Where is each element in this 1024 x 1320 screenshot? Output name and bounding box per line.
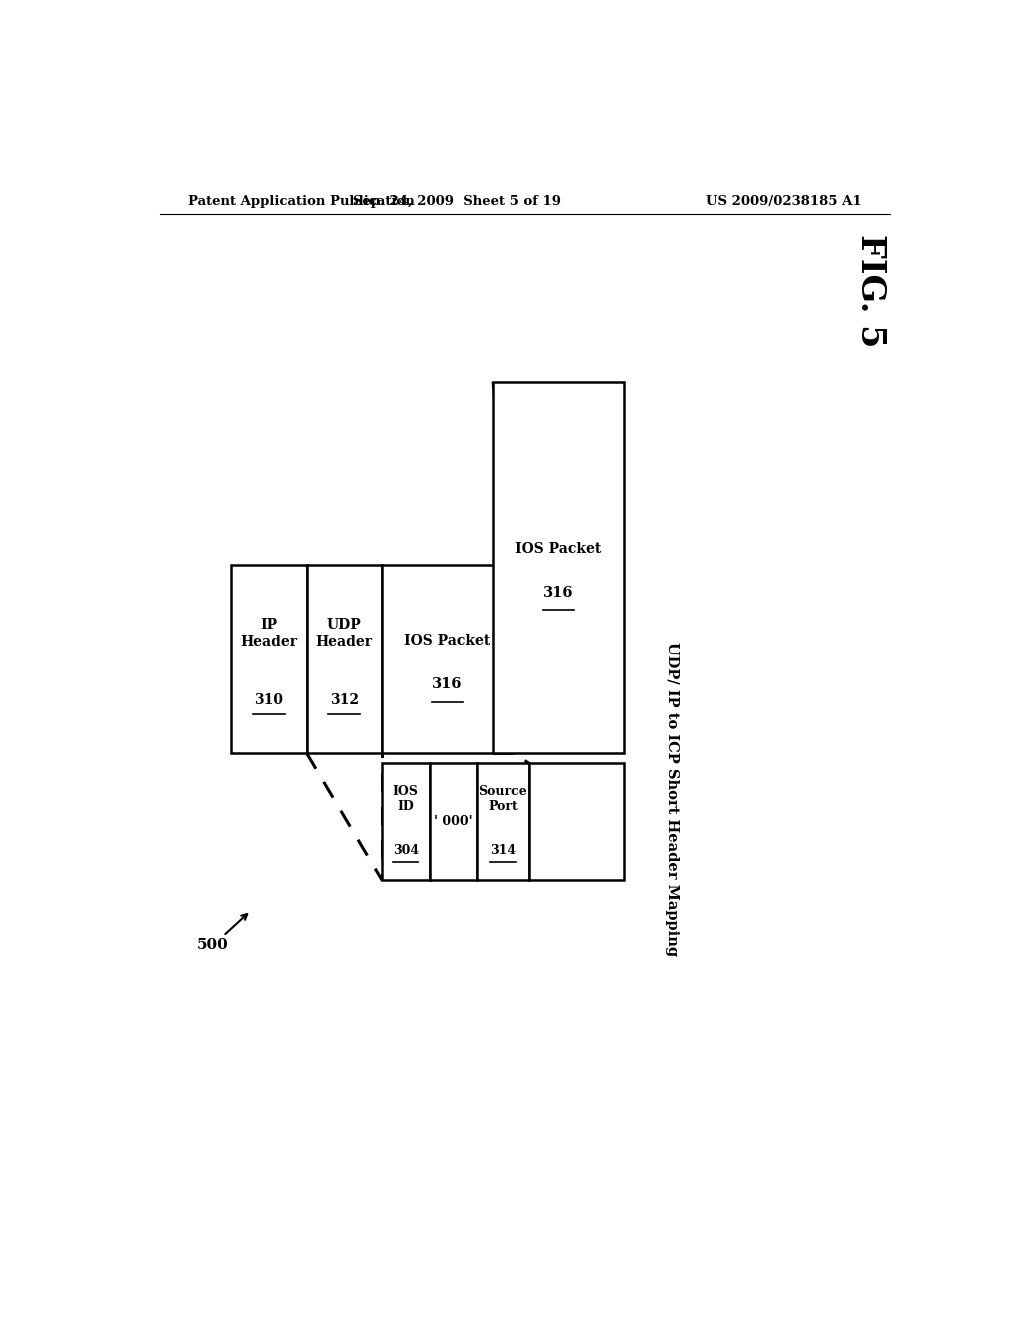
Bar (306, 565, 382, 752)
Text: ' 000': ' 000' (434, 816, 473, 828)
Text: 304: 304 (392, 843, 419, 857)
Text: UDP/ IP to ICP Short Header Mapping: UDP/ IP to ICP Short Header Mapping (665, 642, 679, 956)
Bar (430, 763, 477, 880)
Bar (494, 381, 624, 752)
Bar (382, 565, 513, 752)
Text: 310: 310 (254, 693, 284, 706)
Text: 312: 312 (330, 693, 358, 706)
Text: Patent Application Publication: Patent Application Publication (187, 194, 415, 207)
Text: Source
Port: Source Port (478, 785, 527, 813)
Bar (477, 763, 528, 880)
Text: FIG. 5: FIG. 5 (854, 234, 887, 347)
Text: 500: 500 (197, 939, 228, 952)
Text: 316: 316 (544, 586, 573, 599)
Text: UDP
Header: UDP Header (315, 619, 373, 648)
Text: 314: 314 (489, 843, 516, 857)
Bar (231, 565, 306, 752)
Text: US 2009/0238185 A1: US 2009/0238185 A1 (707, 194, 862, 207)
Text: IP
Header: IP Header (241, 619, 297, 648)
Text: Sep. 24, 2009  Sheet 5 of 19: Sep. 24, 2009 Sheet 5 of 19 (353, 194, 561, 207)
Text: IOS Packet: IOS Packet (515, 543, 602, 556)
Bar (382, 763, 430, 880)
Text: 316: 316 (432, 677, 463, 692)
Text: IOS
ID: IOS ID (393, 785, 419, 813)
Bar (528, 763, 624, 880)
Text: IOS Packet: IOS Packet (404, 634, 490, 648)
